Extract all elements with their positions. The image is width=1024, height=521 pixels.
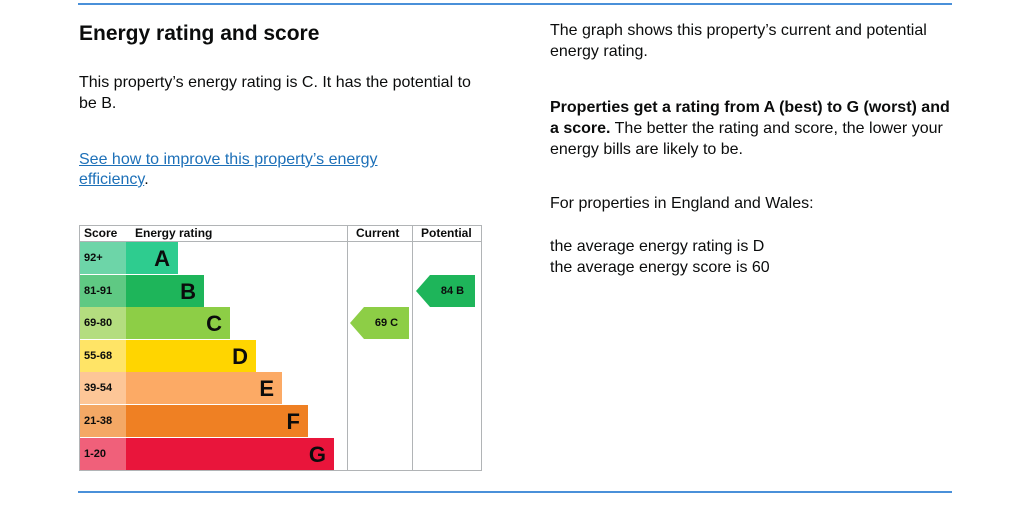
rating-description-bold: Properties get a rating from A (best) to… [550, 99, 950, 137]
band-bar-f: F [126, 405, 308, 437]
current-rating-arrow-pointer [350, 307, 364, 340]
band-bar-d: D [126, 339, 256, 372]
energy-summary: Energy rating and score This property’s … [79, 20, 479, 188]
improve-efficiency-link[interactable]: See how to improve this property’s energ… [79, 151, 378, 188]
band-score-g: 1-20 [80, 437, 126, 470]
band-score-b: 81-91 [80, 274, 126, 307]
link-suffix: . [144, 171, 149, 188]
graph-note: The graph shows this property’s current … [550, 22, 927, 60]
band-score-a: 92+ [80, 242, 126, 274]
averages: the average energy rating is D the avera… [550, 236, 960, 278]
region-note: For properties in England and Wales: [550, 195, 814, 212]
header-divider [80, 241, 481, 242]
band-score-d: 55-68 [80, 339, 126, 372]
column-header-score: Score [84, 226, 118, 240]
band-bar-g: G [126, 437, 334, 470]
potential-rating-arrow-label: 84 B [430, 274, 475, 307]
band-score-f: 21-38 [80, 405, 126, 437]
band-bar-e: E [126, 372, 282, 405]
band-bar-a: A [126, 242, 178, 274]
energy-rating-chart: Score Energy rating Current Potential 92… [79, 225, 482, 471]
current-rating-arrow: 69 C [350, 307, 409, 340]
bottom-divider [78, 491, 952, 493]
column-divider-potential [412, 226, 413, 470]
column-header-potential: Potential [421, 226, 472, 240]
potential-rating-arrow: 84 B [416, 274, 475, 307]
rating-description-rest: The better the rating and score, the low… [550, 120, 943, 158]
improve-link-wrap: See how to improve this property’s energ… [79, 150, 439, 190]
column-header-energy-rating: Energy rating [135, 226, 213, 240]
rating-intro: This property’s energy rating is C. It h… [79, 74, 471, 112]
current-rating-arrow-label: 69 C [364, 307, 409, 340]
column-header-current: Current [356, 226, 400, 240]
band-score-c: 69-80 [80, 307, 126, 340]
rating-description: Properties get a rating from A (best) to… [550, 97, 960, 160]
band-bar-c: C [126, 307, 230, 340]
average-rating: the average energy rating is D [550, 238, 765, 255]
band-score-e: 39-54 [80, 372, 126, 405]
column-divider-current [347, 226, 348, 470]
average-score: the average energy score is 60 [550, 259, 770, 276]
band-bar-b: B [126, 274, 204, 307]
top-divider [78, 3, 952, 5]
potential-rating-arrow-pointer [416, 274, 430, 307]
page-title: Energy rating and score [79, 22, 320, 45]
